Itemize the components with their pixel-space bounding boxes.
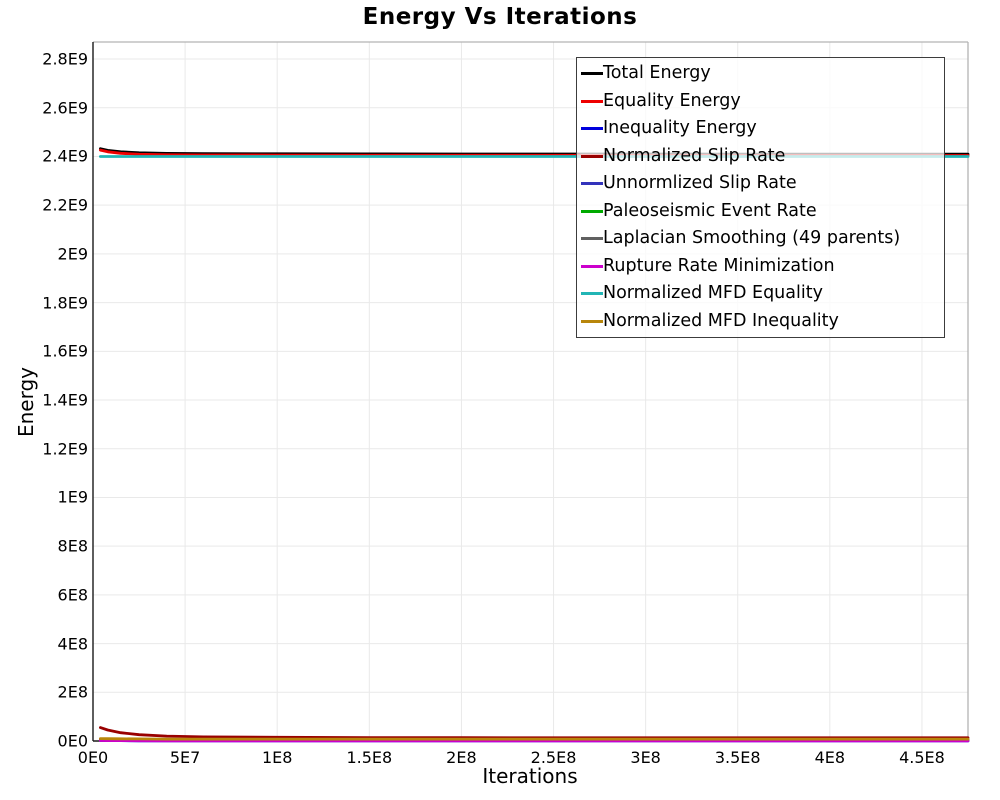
legend-swatch-icon (581, 264, 603, 268)
legend-swatch-icon (581, 99, 603, 103)
x-tick-label: 3.5E8 (714, 748, 761, 767)
y-tick-label: 2.2E9 (42, 195, 88, 215)
legend-swatch-icon (581, 292, 603, 296)
legend-item: Normalized MFD Equality (581, 280, 944, 308)
y-tick-label: 2.8E9 (42, 49, 88, 69)
legend-label: Paleoseismic Event Rate (603, 200, 817, 221)
x-tick-label: 5E7 (169, 748, 201, 767)
series-line (99, 737, 970, 741)
y-tick-label: 2.6E9 (42, 98, 88, 118)
x-tick-label: 4E8 (814, 748, 846, 767)
legend-label: Laplacian Smoothing (49 parents) (603, 228, 901, 248)
x-tick-label: 2.5E8 (530, 748, 577, 767)
legend-swatch-icon (581, 209, 603, 213)
series-line (99, 726, 970, 740)
x-tick-label: 1.5E8 (346, 748, 393, 767)
x-tick-label: 2E8 (446, 748, 477, 767)
legend-item: Inequality Energy (581, 115, 944, 143)
chart-title: Energy Vs Iterations (362, 4, 638, 30)
y-tick-label: 1.2E9 (42, 439, 88, 459)
legend-label: Equality Energy (603, 90, 741, 111)
y-tick-label: 8E8 (57, 536, 88, 556)
x-tick-label: 1E8 (261, 748, 293, 767)
legend-label: Normalized MFD Inequality (603, 310, 839, 331)
legend-swatch-icon (581, 127, 603, 131)
y-tick-label: 2E8 (57, 682, 88, 702)
legend-label: Normalized Slip Rate (603, 145, 786, 166)
legend-swatch-icon (581, 319, 603, 323)
legend-label: Normalized MFD Equality (603, 283, 823, 303)
legend-item: Equality Energy (581, 88, 944, 116)
y-tick-label: 2.4E9 (42, 146, 88, 166)
x-tick-label: 4.5E8 (899, 748, 945, 767)
y-tick-label: 1.6E9 (42, 341, 88, 361)
legend-swatch-icon (581, 237, 603, 241)
y-tick-label: 1.4E9 (42, 390, 88, 410)
x-tick-label: 3E8 (630, 748, 661, 767)
legend-item: Paleoseismic Event Rate (581, 198, 944, 226)
legend-item: Laplacian Smoothing (49 parents) (581, 225, 944, 253)
y-tick-label: 1E9 (57, 487, 88, 507)
legend-label: Unnormlized Slip Rate (603, 173, 797, 193)
legend-swatch-icon (581, 72, 603, 76)
y-tick-label: 4E8 (57, 634, 88, 654)
legend-label: Total Energy (603, 63, 711, 83)
y-tick-label: 6E8 (57, 585, 88, 605)
y-tick-label: 2E9 (57, 244, 88, 264)
legend-label: Rupture Rate Minimization (603, 255, 835, 276)
legend-swatch-icon (581, 182, 603, 186)
legend-item: Normalized MFD Inequality (581, 308, 944, 336)
x-tick-label: 0E0 (77, 748, 109, 767)
legend-item: Unnormlized Slip Rate (581, 170, 944, 198)
x-axis-title: Iterations (482, 764, 578, 788)
legend-item: Rupture Rate Minimization (581, 253, 944, 281)
legend-item: Total Energy (581, 60, 944, 88)
y-tick-label: 1.8E9 (42, 293, 88, 313)
legend-label: Inequality Energy (603, 118, 757, 138)
legend-swatch-icon (581, 154, 603, 158)
y-tick-label: 0E0 (57, 731, 88, 751)
legend-item: Normalized Slip Rate (581, 143, 944, 171)
legend: Total Energy Equality Energy Inequality En… (576, 57, 945, 338)
